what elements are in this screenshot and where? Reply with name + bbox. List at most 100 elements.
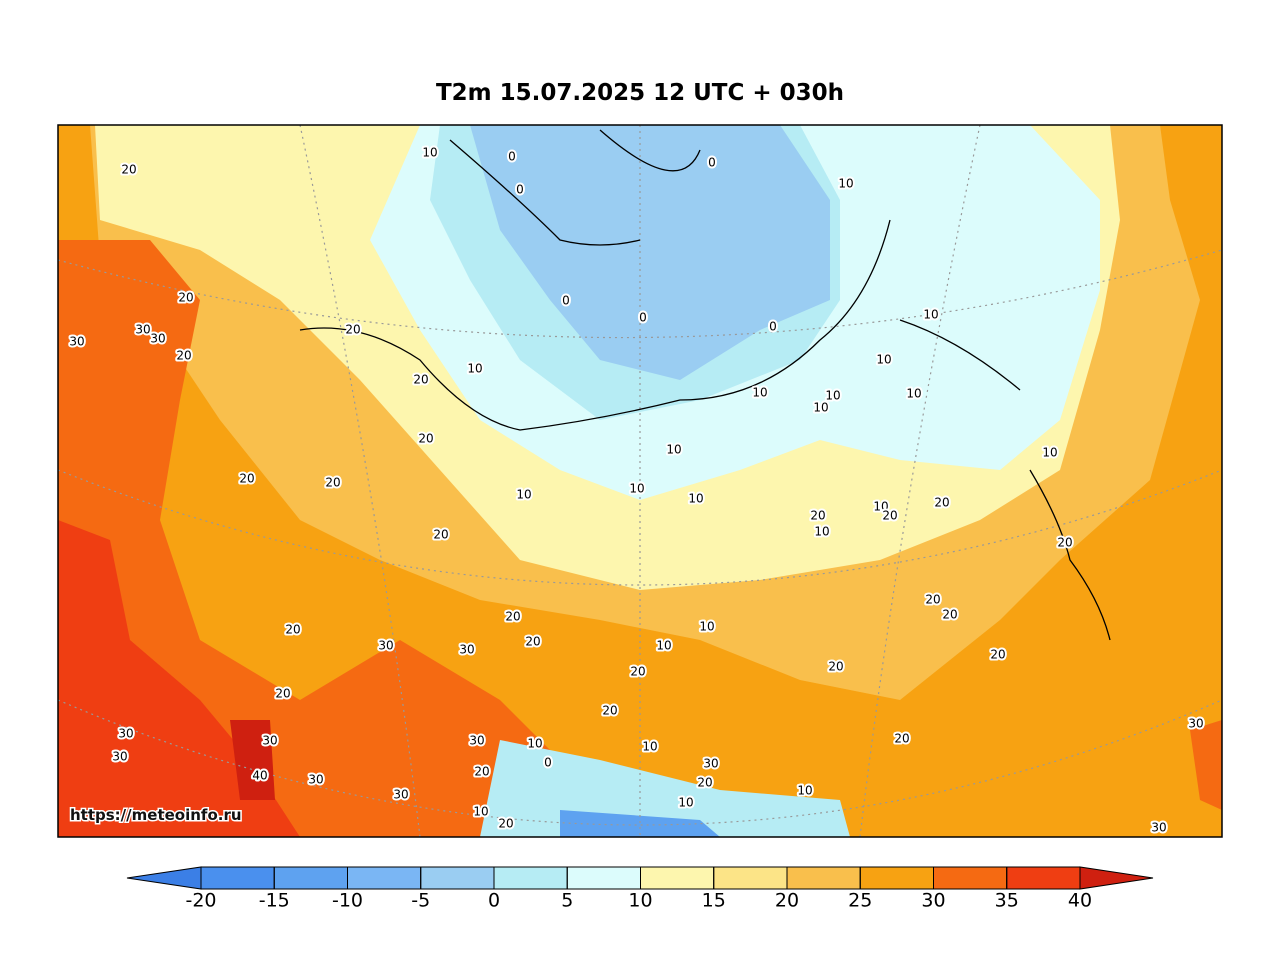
contour-label: 10: [873, 500, 888, 514]
contour-label: 40: [252, 769, 267, 783]
watermark: https://meteoinfo.ru: [70, 806, 242, 824]
contour-label: 10: [813, 401, 828, 415]
colorbar-segment: [273, 866, 348, 890]
colorbar-segment: [713, 866, 788, 890]
contour-label: 20: [176, 349, 191, 363]
colorbar-tick-label: 35: [995, 890, 1019, 912]
contour-label: 30: [135, 323, 150, 337]
contour-label: 0: [708, 156, 716, 170]
contour-label: 10: [797, 784, 812, 798]
contour-label: 30: [150, 332, 165, 346]
contour-label: 0: [508, 150, 516, 164]
contour-label: 30: [308, 773, 323, 787]
contour-label: 30: [703, 757, 718, 771]
contour-label: 0: [516, 183, 524, 197]
contour-label: 10: [838, 177, 853, 191]
contour-label: 10: [473, 805, 488, 819]
contour-label: 30: [69, 335, 84, 349]
colorbar: -20 -15 -10 -5 0 5 10 15 20 25 30 35 40: [126, 866, 1154, 912]
contour-label: 30: [393, 788, 408, 802]
contour-label: 20: [925, 593, 940, 607]
contour-label: 20: [525, 635, 540, 649]
contour-label: 20: [178, 291, 193, 305]
colorbar-segment: [786, 866, 861, 890]
contour-label: 10: [699, 620, 714, 634]
contour-label: 30: [112, 750, 127, 764]
hot-east: [1190, 720, 1222, 810]
contour-label: 20: [630, 665, 645, 679]
contour-label: 0: [562, 294, 570, 308]
contour-label: 10: [656, 639, 671, 653]
coastlines: [299, 129, 1111, 641]
contour-label: 10: [1042, 446, 1057, 460]
contour-label: 20: [828, 660, 843, 674]
contour-label: 10: [666, 443, 681, 457]
colorbar-tick-label: 15: [702, 890, 726, 912]
colorbar-tick-label: -20: [185, 890, 216, 912]
contour-label: 10: [467, 362, 482, 376]
contour-label: 20: [413, 373, 428, 387]
contour-label: 20: [602, 704, 617, 718]
colorbar-segment: [420, 866, 495, 890]
colorbar-segment: [640, 866, 715, 890]
colorbar-segment: [566, 866, 641, 890]
contour-label: 10: [642, 740, 657, 754]
map-frame: [57, 124, 1223, 838]
colorbar-tick-label: -5: [411, 890, 430, 912]
colorbar-tick-label: -10: [332, 890, 363, 912]
contour-label: 10: [678, 796, 693, 810]
contour-label: 30: [459, 643, 474, 657]
contour-label: 20: [697, 776, 712, 790]
contour-label: 10: [688, 492, 703, 506]
contour-label: 20: [418, 432, 433, 446]
contour-label: 20: [275, 687, 290, 701]
contour-label: 30: [1151, 821, 1166, 835]
colorbar-extend-low: [126, 866, 202, 890]
colorbar-segment: [1006, 866, 1081, 890]
contour-label: 10: [814, 525, 829, 539]
contour-label: 20: [345, 323, 360, 337]
colorbar-tick-label: 30: [921, 890, 945, 912]
colorbar-segment: [347, 866, 422, 890]
contour-label: 10: [825, 389, 840, 403]
colorbar-tick-label: 10: [628, 890, 652, 912]
colorbar-tick-label: 40: [1068, 890, 1092, 912]
contour-label: 20: [498, 817, 513, 831]
contour-label: 20: [1057, 536, 1072, 550]
colorbar-segment: [493, 866, 568, 890]
colorbar-segment: [200, 866, 275, 890]
contour-label: 10: [923, 308, 938, 322]
contour-label: 0: [544, 756, 552, 770]
contour-label: 10: [629, 482, 644, 496]
graticule: [58, 125, 1222, 837]
contour-label: 10: [516, 488, 531, 502]
contour-label: 10: [422, 146, 437, 160]
contour-label: 30: [262, 734, 277, 748]
extreme-zone: [230, 720, 275, 800]
title: T2m 15.07.2025 12 UTC + 030h: [436, 80, 844, 106]
contour-label: 10: [527, 737, 542, 751]
colorbar-tick-label: 0: [488, 890, 500, 912]
colorbar-segment: [933, 866, 1008, 890]
contour-label: 10: [906, 387, 921, 401]
contour-label: 20: [474, 765, 489, 779]
contour-label: 10: [752, 386, 767, 400]
contour-label: 30: [118, 727, 133, 741]
colorbar-tick-label: 5: [561, 890, 573, 912]
contour-label: 0: [639, 311, 647, 325]
contour-label: 20: [239, 472, 254, 486]
colorbar-tick-label: -15: [259, 890, 290, 912]
contour-label: 20: [285, 623, 300, 637]
mountain-cold: [560, 810, 720, 837]
contour-label: 20: [942, 608, 957, 622]
contour-label: 20: [325, 476, 340, 490]
freezing-zone: [470, 125, 830, 380]
colorbar-tick-label: 20: [775, 890, 799, 912]
contour-label: 20: [882, 509, 897, 523]
contour-label: 20: [934, 496, 949, 510]
colorbar-segment: [859, 866, 934, 890]
